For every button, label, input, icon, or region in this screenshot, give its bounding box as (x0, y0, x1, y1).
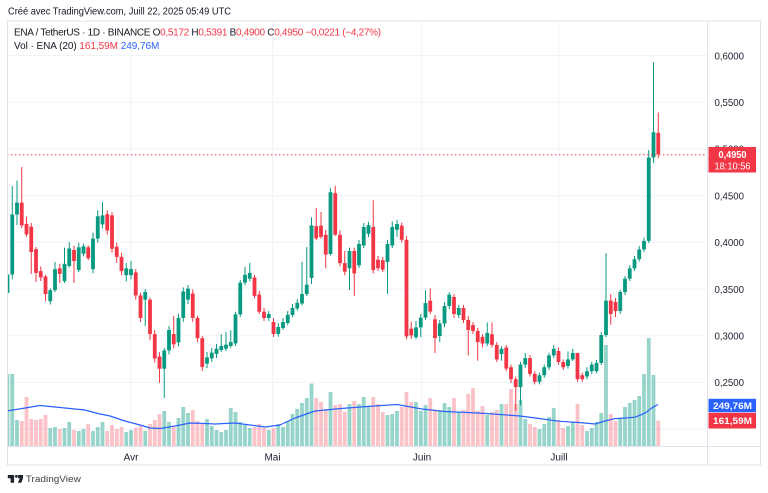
svg-text:0,2500: 0,2500 (715, 377, 745, 389)
svg-text:0,4950: 0,4950 (719, 149, 747, 161)
svg-text:0,3000: 0,3000 (715, 331, 745, 343)
svg-text:TradingView: TradingView (26, 474, 81, 485)
svg-text:0,6000: 0,6000 (715, 50, 745, 62)
svg-text:18:10:56: 18:10:56 (715, 160, 751, 172)
svg-text:0,4000: 0,4000 (715, 237, 745, 249)
svg-text:249,76M: 249,76M (713, 401, 752, 412)
svg-text:0,5500: 0,5500 (715, 97, 745, 109)
svg-text:Vol · ENA (20) 161,59M 249,76M: Vol · ENA (20) 161,59M 249,76M (14, 41, 159, 52)
svg-text:Juill: Juill (550, 453, 567, 464)
svg-text:161,59M: 161,59M (713, 416, 752, 427)
svg-text:0,4500: 0,4500 (715, 190, 745, 202)
svg-text:ENA / TetherUS · 1D · BINANCE: ENA / TetherUS · 1D · BINANCE O0,5172 H0… (14, 28, 381, 39)
svg-text:Juin: Juin (413, 453, 431, 464)
svg-text:0,3500: 0,3500 (715, 284, 745, 296)
svg-text:Créé avec TradingView.com, Jui: Créé avec TradingView.com, Juill 22, 202… (8, 7, 231, 18)
svg-text:Avr: Avr (124, 453, 139, 464)
svg-text:Mai: Mai (264, 453, 280, 464)
